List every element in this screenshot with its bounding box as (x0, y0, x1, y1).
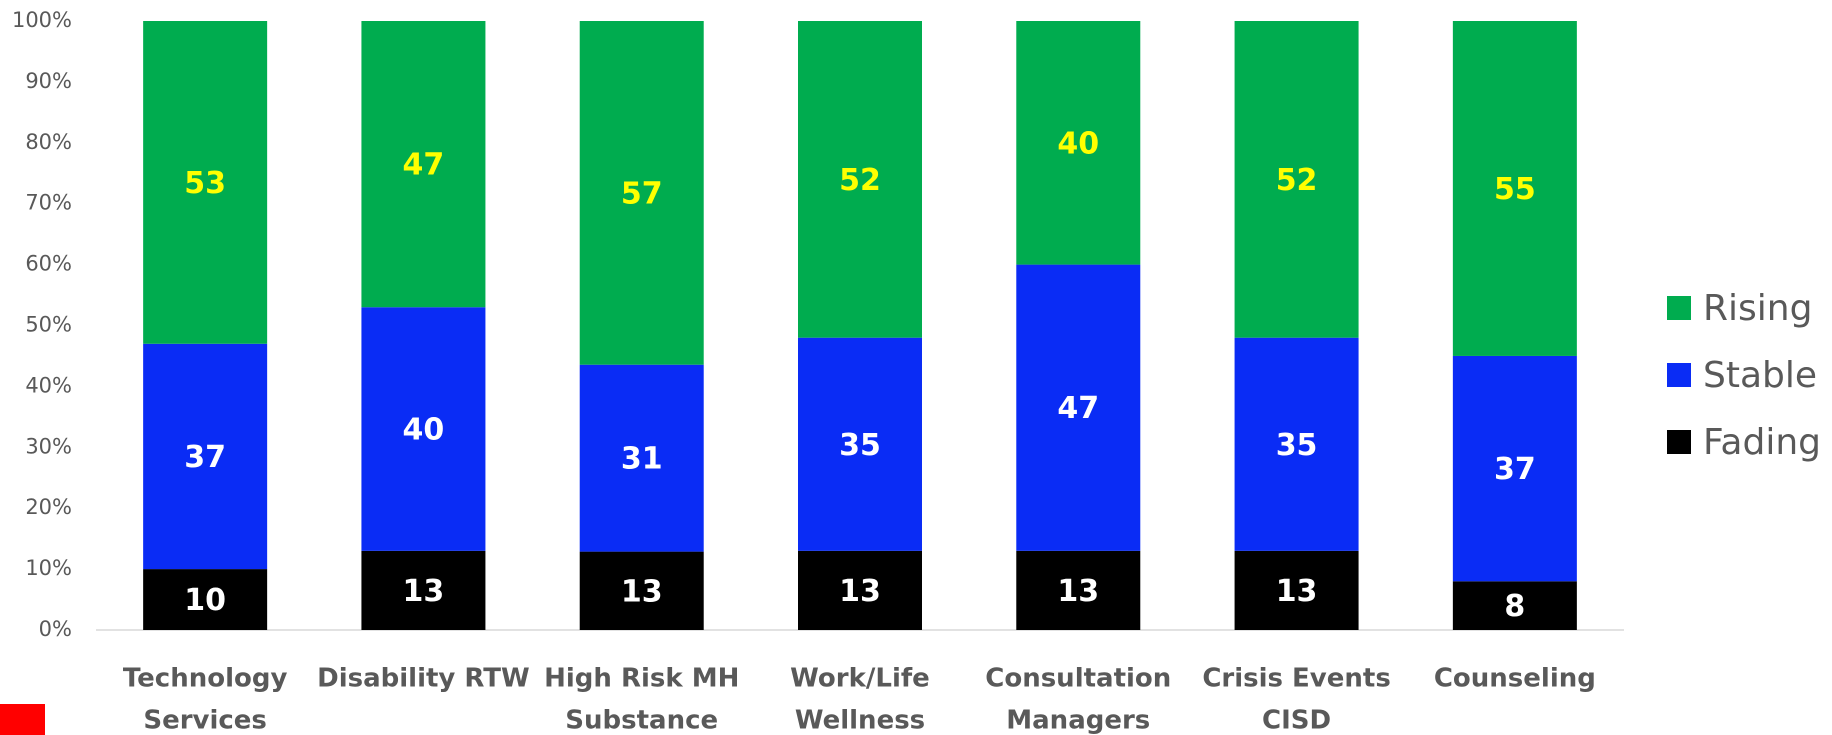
bar-segment (1452, 21, 1577, 356)
bar-segment (143, 569, 268, 630)
data-label: 13 (403, 574, 445, 609)
legend-label: Fading (1703, 422, 1821, 463)
bar-segment (579, 551, 704, 630)
data-label: 35 (839, 428, 881, 463)
bar-segment (361, 307, 486, 551)
data-label: 57 (621, 176, 663, 211)
bar-segment (1016, 264, 1141, 551)
marker-square (0, 704, 45, 735)
bar-segment (1016, 550, 1141, 630)
legend-swatch (1667, 296, 1691, 320)
x-tick-label: High Risk MH (544, 664, 739, 694)
bar-segment (798, 21, 922, 338)
x-tick-label: Managers (1006, 706, 1150, 735)
bar-segment (1452, 581, 1577, 630)
x-tick-label: Technology (123, 664, 288, 694)
x-tick-label: Services (143, 706, 267, 735)
y-tick-label: 100% (12, 8, 72, 32)
data-label: 13 (839, 574, 881, 609)
y-tick-label: 70% (25, 191, 72, 215)
data-label: 55 (1494, 172, 1536, 207)
data-label: 52 (839, 163, 881, 198)
bar-segment (1234, 337, 1359, 551)
data-label: 52 (1276, 163, 1318, 198)
x-tick-label: Crisis Events (1202, 664, 1391, 694)
bar-segment (143, 343, 268, 570)
x-tick-label: Disability RTW (317, 664, 530, 694)
data-label: 31 (621, 442, 663, 477)
bar-segment (1234, 21, 1359, 338)
y-tick-label: 60% (25, 252, 72, 276)
bar-segment (798, 550, 922, 630)
data-label: 40 (403, 413, 445, 448)
data-label: 37 (184, 440, 226, 475)
y-tick-label: 10% (25, 556, 72, 580)
data-label: 8 (1504, 589, 1525, 624)
bar-segment (1016, 21, 1141, 265)
bar-segment (1452, 355, 1577, 582)
data-label: 13 (1057, 574, 1099, 609)
y-tick-label: 50% (25, 313, 72, 337)
y-tick-label: 0% (39, 617, 72, 641)
y-tick-label: 80% (25, 130, 72, 154)
y-tick-label: 90% (25, 69, 72, 93)
bar-segment (143, 21, 268, 344)
data-label: 13 (621, 574, 663, 609)
x-tick-label: Work/Life (790, 664, 930, 694)
bar-segment (579, 21, 704, 365)
x-tick-label: CISD (1262, 706, 1331, 735)
legend-label: Rising (1703, 288, 1812, 329)
x-tick-label: Consultation (985, 664, 1171, 694)
data-label: 53 (184, 166, 226, 201)
data-label: 47 (403, 148, 445, 183)
x-tick-label: Wellness (795, 706, 925, 735)
data-label: 40 (1057, 126, 1099, 161)
data-label: 10 (184, 583, 226, 618)
legend-label: Stable (1703, 355, 1817, 396)
legend-swatch (1667, 363, 1691, 387)
x-tick-label: Counseling (1434, 664, 1596, 694)
y-tick-label: 30% (25, 434, 72, 458)
bar-segment (1234, 550, 1359, 630)
bar-segment (798, 337, 922, 551)
y-tick-label: 40% (25, 373, 72, 397)
bar-segment (361, 550, 486, 630)
data-label: 47 (1057, 391, 1099, 426)
data-label: 13 (1276, 574, 1318, 609)
y-tick-label: 20% (25, 495, 72, 519)
bar-segment (579, 364, 704, 552)
x-tick-label: Substance (565, 706, 718, 735)
data-label: 37 (1494, 452, 1536, 487)
bar-segment (361, 21, 486, 308)
legend-swatch (1667, 430, 1691, 454)
data-label: 35 (1276, 428, 1318, 463)
